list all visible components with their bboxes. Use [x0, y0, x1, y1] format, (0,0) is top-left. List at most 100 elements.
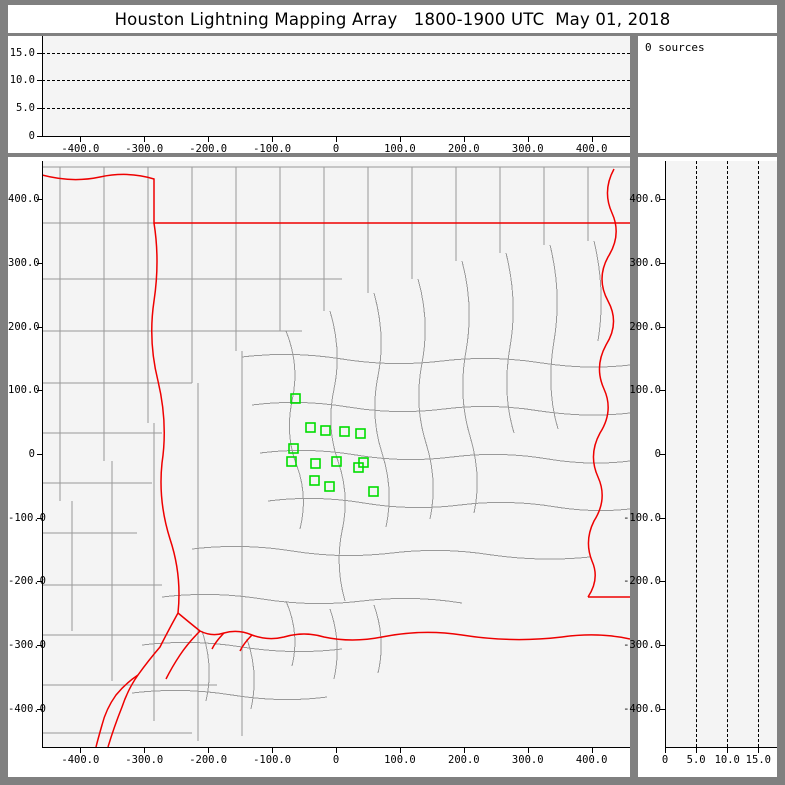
y-axis-tick	[37, 326, 42, 328]
y-axis-tick	[37, 262, 42, 264]
x-axis-tick	[272, 748, 274, 753]
lma-station-marker[interactable]	[320, 425, 331, 436]
state-and-coastline-layer	[42, 168, 630, 747]
gridline-horizontal	[42, 52, 630, 54]
time-height-panel: 0 5.0 10.0 15.0 -400.0 -300.0 -200.0 -100.0 0 100…	[8, 36, 630, 155]
lma-station-marker[interactable]	[324, 481, 335, 492]
x-axis-tick-label: 10.0	[714, 754, 740, 766]
y-axis-tick-label: -100.0	[8, 511, 46, 524]
lma-station-marker[interactable]	[331, 456, 342, 467]
x-axis-tick	[463, 748, 465, 753]
lma-station-marker[interactable]	[353, 462, 364, 473]
x-axis-tick-label: -100.0	[253, 143, 292, 155]
y-axis-tick	[37, 708, 42, 710]
x-axis-tick	[208, 748, 210, 753]
y-axis-tick	[37, 199, 42, 201]
x-axis-tick-label: -400.0	[61, 143, 100, 155]
x-axis-tick	[399, 137, 401, 142]
map-plot-area[interactable]	[42, 161, 630, 747]
x-axis-tick	[527, 748, 529, 753]
x-axis-tick	[727, 748, 729, 753]
y-axis-tick-label: 0	[654, 448, 661, 460]
y-axis-tick-label: 100.0	[8, 384, 40, 397]
x-axis-tick-label: 15.0	[745, 754, 771, 766]
y-axis-tick-label: 5.0	[16, 102, 35, 115]
y-axis-tick	[660, 645, 665, 647]
y-axis-line	[42, 161, 43, 747]
x-axis-tick	[80, 748, 82, 753]
x-axis-tick	[665, 748, 666, 753]
lma-station-marker[interactable]	[305, 422, 316, 433]
x-axis-tick	[758, 748, 760, 753]
x-axis-tick	[272, 137, 274, 142]
source-count-panel: 0 sources	[638, 36, 777, 153]
y-axis-tick	[37, 454, 42, 455]
x-axis-tick-label: 0	[332, 143, 340, 155]
lma-station-marker[interactable]	[290, 393, 301, 404]
lma-station-marker[interactable]	[286, 456, 297, 467]
x-axis-tick	[463, 137, 465, 142]
y-axis-tick-label: 15.0	[9, 46, 35, 59]
y-axis-tick-label: -400.0	[623, 702, 661, 715]
x-axis-tick-label: 300.0	[511, 754, 544, 766]
x-axis-tick-label: 200.0	[448, 754, 480, 766]
x-axis-tick-label: -400.0	[61, 754, 100, 766]
y-axis-tick	[37, 80, 42, 82]
x-axis-line	[42, 136, 630, 137]
gridline-horizontal	[42, 108, 630, 110]
plan-view-map-panel: -400.0 -300.0 -200.0 -100.0 0 100.0 200.0 300.0…	[8, 157, 630, 777]
lma-station-markers-layer	[286, 393, 379, 497]
lma-station-marker[interactable]	[368, 486, 379, 497]
lma-station-marker[interactable]	[309, 475, 320, 486]
y-axis-line	[42, 36, 43, 136]
y-axis-tick	[660, 390, 665, 392]
y-axis-tick-label: -100.0	[623, 511, 661, 524]
gridline-vertical	[696, 161, 698, 747]
lma-station-marker[interactable]	[310, 458, 321, 469]
page-title: Houston Lightning Mapping Array 1800-190…	[114, 9, 671, 29]
gridline-vertical	[758, 161, 760, 747]
x-axis-tick	[527, 137, 529, 142]
x-axis-tick-label: -200.0	[189, 754, 228, 766]
gridline-vertical	[727, 161, 729, 747]
y-axis-tick-label: -300.0	[8, 639, 46, 652]
x-axis-tick-label: 0	[332, 754, 340, 766]
y-axis-tick	[37, 581, 42, 583]
title-bar: Houston Lightning Mapping Array 1800-190…	[8, 5, 777, 33]
y-axis-tick-label: 200.0	[8, 320, 40, 333]
y-axis-tick	[660, 454, 665, 455]
x-axis-tick-label: 400.0	[575, 754, 608, 766]
y-axis-tick-label: 200.0	[629, 320, 661, 333]
x-axis-tick	[696, 748, 698, 753]
source-count-label: 0 sources	[645, 41, 705, 54]
lma-station-marker[interactable]	[339, 426, 350, 437]
y-axis-tick	[660, 517, 665, 519]
x-axis-tick-label: -300.0	[125, 754, 164, 766]
x-axis-tick-label: -100.0	[253, 754, 292, 766]
x-axis-tick	[80, 137, 82, 142]
y-axis-tick-label: -200.0	[8, 575, 46, 588]
y-axis-tick-label: -200.0	[623, 575, 661, 588]
x-axis-tick-label: 300.0	[511, 143, 544, 155]
time-height-plot-area	[42, 36, 630, 136]
x-axis-tick-label: 100.0	[384, 754, 416, 766]
lma-station-marker[interactable]	[355, 428, 366, 439]
x-axis-line	[665, 747, 777, 748]
y-axis-tick-label: 0	[28, 130, 35, 142]
x-axis-tick-label: 400.0	[575, 143, 608, 155]
x-axis-tick	[591, 137, 593, 142]
altitude-histogram-plot-area	[665, 161, 777, 747]
y-axis-tick-label: 300.0	[629, 256, 661, 269]
x-axis-tick	[208, 137, 210, 142]
y-axis-tick	[660, 199, 665, 201]
y-axis-tick-label: -400.0	[8, 702, 46, 715]
y-axis-tick-label: -300.0	[623, 639, 661, 652]
altitude-histogram-panel: 0 5.0 10.0 15.0 -400.0 -300.0 -200.0 -100.0 0 100…	[623, 157, 777, 777]
x-axis-tick-label: 5.0	[686, 754, 706, 766]
x-axis-tick-label: 0	[661, 754, 669, 766]
lma-station-marker[interactable]	[288, 443, 299, 454]
x-axis-line	[42, 747, 630, 748]
x-axis-tick-label: 100.0	[384, 143, 416, 155]
y-axis-tick-label: 0	[28, 448, 35, 460]
